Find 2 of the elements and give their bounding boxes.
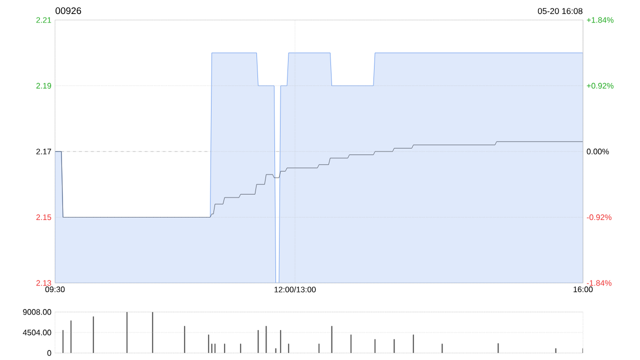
chart-title: 00926 (56, 7, 82, 14)
text: 05-20 16:08 (538, 8, 582, 14)
